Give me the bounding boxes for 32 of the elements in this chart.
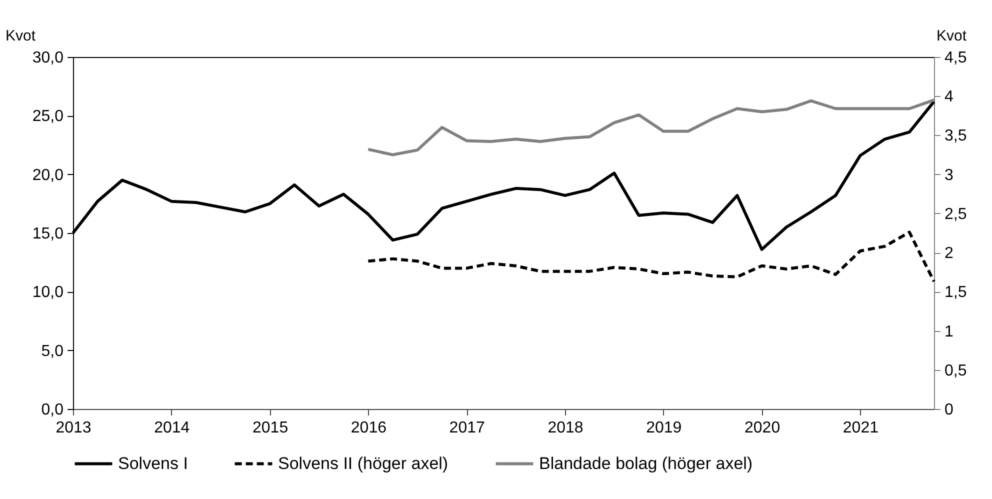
y2-tick-label: 4: [944, 88, 954, 106]
y2-tick-label: 2,5: [944, 206, 967, 223]
line-series: [366, 230, 936, 283]
y2-tick-label: 2: [944, 245, 954, 262]
y2-tick-label: 3: [944, 166, 954, 184]
y2-tick-label: 3,5: [944, 128, 967, 145]
y2-axis-title: Kvot: [936, 28, 968, 44]
legend-label: Solvens I: [118, 454, 188, 473]
y2-tick-label: 4,5: [944, 50, 967, 66]
y2-tick-label: 0,5: [944, 362, 967, 380]
y-tick-label: 10,0: [32, 284, 64, 302]
y-tick-label: 0,0: [41, 402, 64, 418]
y-tick-label: 30,0: [32, 50, 64, 66]
x-tick-label: 2015: [252, 420, 288, 436]
x-tick-label: 2017: [449, 420, 485, 436]
x-tick-label: 2020: [744, 420, 780, 436]
y2-tick-label: 0: [944, 402, 954, 418]
x-tick-label: 2021: [842, 420, 879, 436]
legend-label: Solvens II (höger axel): [278, 454, 448, 473]
y-tick-label: 25,0: [32, 108, 64, 126]
y-tick-label: 15,0: [32, 226, 64, 242]
y-axis-title: Kvot: [6, 28, 36, 44]
y-tick-label: 5,0: [41, 342, 64, 360]
y2-tick-label: 1: [944, 323, 954, 340]
x-tick-label: 2014: [154, 420, 190, 436]
y-tick-label: 20,0: [32, 166, 64, 184]
y2-tick-label: 1,5: [944, 284, 967, 302]
x-tick-label: 2018: [548, 420, 584, 436]
legend-label: Blandade bolag (höger axel): [539, 454, 753, 473]
x-tick-label: 2019: [646, 420, 682, 436]
x-tick-label: 2013: [56, 420, 92, 436]
x-tick-label: 2016: [350, 420, 387, 436]
